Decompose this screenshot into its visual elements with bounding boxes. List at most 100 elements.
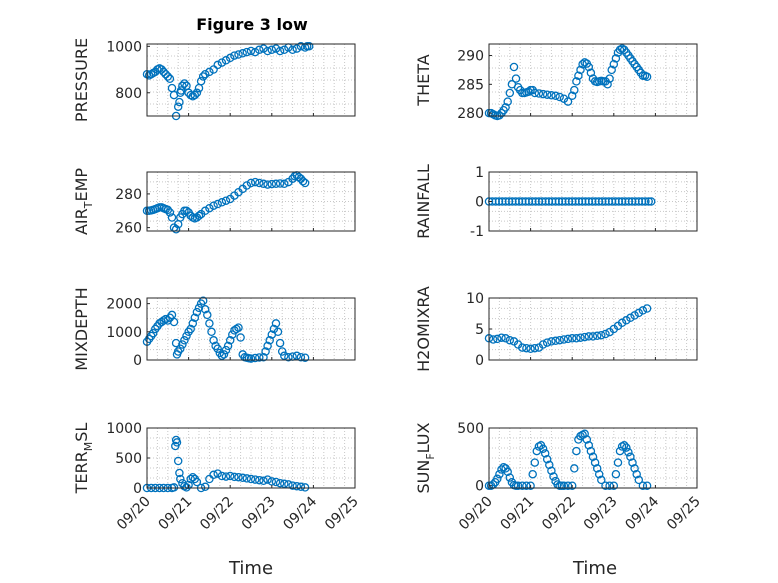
data-point: [225, 336, 235, 345]
data-point: [217, 58, 227, 67]
y-tick-label: 280: [115, 187, 142, 203]
data-point: [584, 62, 594, 72]
data-point: [580, 332, 589, 342]
data-point: [542, 90, 552, 99]
data-point: [242, 181, 252, 190]
data-point: [259, 44, 268, 53]
data-point: [642, 72, 652, 82]
data-point: [624, 447, 633, 457]
data-point: [271, 179, 281, 189]
data-point: [275, 478, 285, 488]
data-point: [205, 203, 214, 213]
data-point: [611, 469, 621, 479]
data-point: [572, 446, 581, 456]
data-point: [176, 344, 185, 353]
y-axis-label: THETA: [414, 54, 433, 106]
data-point: [178, 81, 187, 91]
data-point: [234, 472, 243, 482]
data-point: [572, 334, 581, 343]
data-point: [619, 441, 629, 450]
axes-box: [488, 43, 698, 117]
data-point: [555, 92, 564, 102]
data-point: [161, 314, 170, 324]
data-point: [203, 310, 212, 320]
data-point: [572, 77, 581, 86]
y-axis-label-suffix: LUX: [414, 422, 433, 453]
data-point: [622, 443, 631, 452]
y-axis-label: TERRMSL: [72, 423, 95, 495]
data-point: [190, 313, 200, 322]
data-point: [628, 458, 637, 467]
data-point: [263, 46, 272, 56]
data-point: [580, 429, 589, 439]
axes-box: [146, 43, 356, 117]
data-point: [567, 481, 577, 490]
data-point: [217, 198, 227, 207]
data-point: [236, 333, 245, 342]
y-tick-label: 0: [133, 481, 142, 497]
data-point: [584, 332, 594, 341]
data-point: [217, 471, 227, 481]
data-point: [250, 47, 260, 57]
y-axis-label-suffix: EMP: [72, 168, 91, 202]
data-point: [182, 206, 191, 216]
data-point: [545, 460, 554, 470]
x-tick-label: 09/25: [322, 494, 362, 534]
data-point: [238, 49, 247, 58]
y-tick-label: 0: [475, 353, 484, 369]
data-point: [292, 481, 302, 491]
data-point: [171, 338, 181, 348]
data-point: [300, 178, 310, 188]
data-point: [584, 441, 594, 450]
data-point: [597, 330, 606, 340]
data-point: [173, 102, 183, 111]
x-tick-label: 09/25: [664, 494, 704, 534]
data-point: [563, 334, 573, 344]
data-point: [547, 91, 556, 100]
data-point: [255, 353, 264, 362]
data-point: [559, 335, 569, 344]
data-point: [246, 354, 256, 363]
subplot-terr: 0 500 1000 09/20 09/21 09/22 09/23 09/24 09/25 TE…: [72, 421, 362, 533]
data-point: [615, 446, 625, 456]
data-point: [609, 481, 619, 490]
data-point: [540, 449, 550, 458]
data-point: [250, 475, 260, 484]
data-point: [518, 481, 527, 490]
data-point: [259, 476, 268, 486]
data-point: [230, 51, 239, 60]
subplot-theta: 280 285 290 THETA: [414, 43, 698, 122]
data-point: [280, 45, 289, 55]
data-point: [273, 327, 283, 337]
data-point: [271, 44, 281, 53]
data-point: [284, 352, 293, 362]
data-point: [611, 54, 621, 63]
data-point: [592, 464, 602, 473]
data-point: [277, 347, 287, 356]
data-point: [522, 481, 531, 490]
y-tick-label: 2000: [106, 297, 142, 313]
data-point: [613, 458, 623, 467]
data-point: [219, 350, 229, 359]
data-point: [196, 76, 206, 86]
subplot-h2omixra: 0 5 10 H2OMIXRA: [414, 286, 698, 372]
data-point: [261, 347, 270, 356]
data-point: [238, 473, 247, 483]
data-point: [163, 72, 173, 81]
data-point: [547, 337, 556, 346]
data-point: [551, 336, 560, 346]
data-point: [209, 336, 218, 345]
axes-box: [146, 297, 356, 361]
data-point: [551, 91, 560, 101]
data-point: [509, 62, 519, 72]
x-tick-label: 09/20: [456, 494, 496, 534]
data-point: [275, 338, 285, 348]
data-point: [304, 42, 314, 51]
data-point: [601, 329, 610, 339]
data-point: [280, 179, 289, 189]
data-point: [205, 67, 214, 77]
y-tick-label: 10: [466, 291, 484, 307]
y-tick-label: -1: [470, 224, 484, 240]
data-point: [549, 472, 558, 481]
data-point: [296, 352, 306, 362]
